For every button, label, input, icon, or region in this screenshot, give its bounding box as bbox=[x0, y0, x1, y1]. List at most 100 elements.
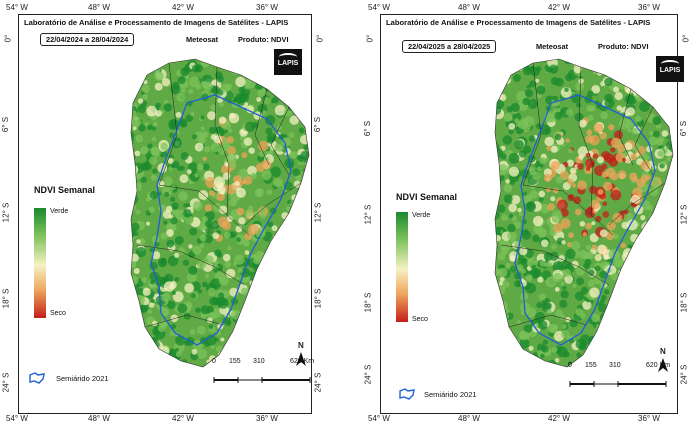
ndvi-pixel bbox=[299, 86, 309, 97]
ndvi-map-2025 bbox=[494, 58, 674, 368]
ndvi-pixel bbox=[629, 261, 635, 267]
ndvi-pixel bbox=[507, 231, 517, 241]
ndvi-pixel bbox=[648, 220, 657, 230]
north-label: N bbox=[660, 347, 666, 356]
ndvi-pixel bbox=[659, 101, 668, 110]
ndvi-pixel bbox=[235, 237, 241, 243]
ndvi-pixel bbox=[188, 88, 194, 95]
ndvi-pixel bbox=[296, 107, 303, 114]
ndvi-pixel bbox=[585, 158, 595, 168]
right-tick-0: 0° bbox=[315, 34, 325, 43]
ndvi-pixel bbox=[222, 172, 231, 180]
ndvi-pixel bbox=[275, 247, 280, 252]
ndvi-pixel bbox=[552, 261, 564, 273]
ndvi-pixel bbox=[248, 224, 259, 235]
ndvi-pixel bbox=[519, 338, 530, 349]
ndvi-pixel bbox=[644, 69, 649, 74]
ndvi-pixel bbox=[643, 315, 653, 325]
ndvi-pixel bbox=[305, 275, 309, 282]
ndvi-pixel bbox=[502, 59, 511, 68]
ndvi-pixel bbox=[285, 282, 297, 293]
ndvi-pixel bbox=[135, 209, 141, 215]
ndvi-pixel bbox=[495, 180, 499, 187]
ndvi-pixel bbox=[524, 89, 534, 98]
ndvi-pixel bbox=[305, 248, 309, 255]
ndvi-pixel bbox=[142, 353, 151, 362]
ndvi-pixel bbox=[536, 302, 543, 309]
ndvi-pixel bbox=[227, 246, 232, 251]
ndvi-pixel bbox=[515, 356, 521, 361]
ndvi-pixel bbox=[151, 136, 157, 142]
ndvi-pixel bbox=[525, 274, 533, 282]
ndvi-pixel bbox=[615, 304, 622, 311]
ndvi-pixel bbox=[589, 352, 596, 359]
ndvi-pixel bbox=[283, 329, 291, 337]
ndvi-pixel bbox=[588, 335, 597, 344]
ndvi-pixel bbox=[266, 189, 273, 196]
ndvi-pixel bbox=[669, 337, 673, 349]
ndvi-pixel bbox=[266, 254, 274, 262]
ndvi-pixel bbox=[132, 61, 140, 69]
ndvi-pixel bbox=[539, 157, 547, 165]
ndvi-pixel bbox=[242, 179, 247, 185]
ndvi-pixel bbox=[599, 62, 606, 68]
ndvi-pixel bbox=[653, 130, 660, 138]
ndvi-pixel bbox=[246, 327, 252, 333]
ndvi-pixel bbox=[561, 261, 571, 271]
ndvi-pixel bbox=[669, 191, 673, 201]
left-tick-18s: 18° S bbox=[1, 288, 11, 309]
ndvi-pixel bbox=[532, 260, 539, 266]
ndvi-pixel bbox=[181, 88, 186, 93]
ndvi-pixel bbox=[202, 156, 207, 161]
ndvi-pixel bbox=[286, 303, 292, 309]
ndvi-pixel bbox=[180, 67, 190, 77]
ndvi-pixel bbox=[189, 227, 198, 236]
left-tick-24s: 24° S bbox=[363, 364, 373, 385]
ndvi-pixel bbox=[259, 212, 266, 219]
ndvi-pixel bbox=[271, 225, 278, 232]
ndvi-pixel bbox=[286, 96, 292, 102]
ndvi-pixel bbox=[587, 90, 594, 97]
region-base bbox=[495, 59, 673, 367]
ndvi-pixel bbox=[503, 112, 513, 122]
ndvi-pixel bbox=[142, 93, 148, 100]
region-outline bbox=[494, 58, 674, 368]
ndvi-pixel bbox=[627, 244, 633, 249]
ndvi-pixel bbox=[526, 259, 534, 267]
ndvi-pixel bbox=[591, 313, 600, 323]
ndvi-pixel bbox=[495, 305, 501, 313]
ndvi-pixel bbox=[613, 86, 620, 93]
ndvi-pixel bbox=[559, 314, 566, 321]
ndvi-pixel bbox=[569, 194, 574, 199]
ndvi-pixel bbox=[252, 292, 261, 300]
ndvi-pixel bbox=[668, 177, 673, 185]
ndvi-pixel bbox=[168, 132, 175, 139]
ndvi-pixel bbox=[624, 155, 633, 164]
ndvi-pixel bbox=[155, 363, 166, 367]
ndvi-pixel bbox=[516, 320, 522, 325]
ndvi-pixel bbox=[300, 204, 307, 212]
ndvi-pixel bbox=[201, 281, 208, 288]
ndvi-pixel bbox=[555, 176, 563, 184]
ndvi-pixel bbox=[236, 187, 246, 198]
ndvi-pixel bbox=[671, 349, 673, 355]
ndvi-pixel bbox=[143, 161, 152, 171]
ndvi-pixel bbox=[171, 209, 176, 214]
ndvi-pixel bbox=[210, 278, 222, 290]
ndvi-pixel bbox=[501, 214, 508, 221]
ndvi-pixel bbox=[538, 190, 546, 198]
ndvi-pixel bbox=[233, 345, 244, 356]
ndvi-pixel bbox=[257, 318, 268, 329]
ndvi-pixel bbox=[147, 124, 153, 131]
ndvi-pixel bbox=[496, 300, 508, 312]
ndvi-pixel bbox=[617, 75, 626, 84]
ndvi-pixel bbox=[131, 241, 134, 248]
ndvi-pixel bbox=[298, 127, 305, 134]
ndvi-pixel bbox=[648, 136, 658, 146]
ndvi-pixel bbox=[249, 299, 260, 310]
ndvi-pixel bbox=[553, 223, 564, 233]
ndvi-pixel bbox=[273, 177, 283, 188]
ramp-label-verde: Verde bbox=[412, 212, 431, 219]
ndvi-pixel bbox=[639, 236, 647, 245]
ndvi-pixel bbox=[255, 350, 262, 357]
